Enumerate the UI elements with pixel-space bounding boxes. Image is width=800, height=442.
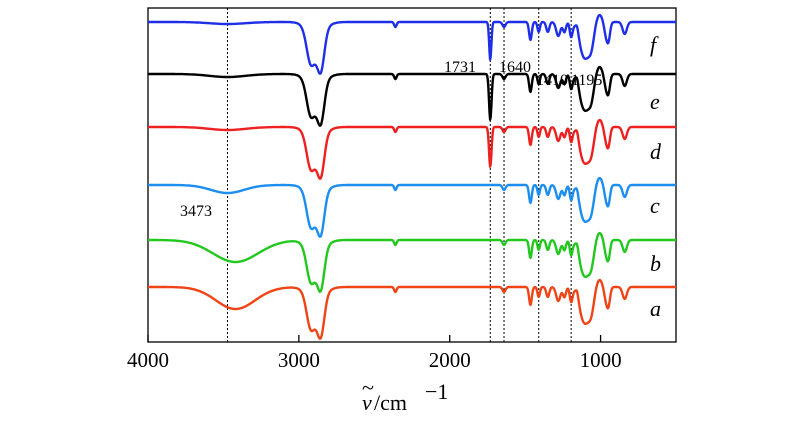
- series-f-line: [147, 13, 677, 75]
- x-axis-symbol: ν: [362, 390, 372, 415]
- plot-frame: [147, 7, 677, 343]
- x-axis-tilde: ~: [362, 375, 374, 400]
- curve-label-e: e: [650, 89, 660, 114]
- x-tick-label-2000: 2000: [429, 348, 471, 372]
- x-tick-label-4000: 4000: [127, 348, 169, 372]
- annotation-1410: 1410: [536, 72, 568, 89]
- curve-label-d: d: [650, 139, 662, 164]
- curve-label-c: c: [650, 193, 660, 218]
- x-axis-label: ν ~ /cm −1: [362, 375, 448, 415]
- x-tick-label-1000: 1000: [580, 348, 622, 372]
- annotation-1640: 1640: [499, 59, 531, 76]
- curve-label-b: b: [650, 251, 661, 276]
- curve-label-a: a: [650, 296, 661, 321]
- x-axis-unit-exponent: −1: [425, 379, 448, 404]
- series-d-line: [147, 118, 677, 180]
- series-c-line: [147, 176, 677, 238]
- x-axis-ticks: 4000 3000 2000 1000: [127, 335, 622, 372]
- series-e-line: [147, 65, 677, 127]
- curve-label-f: f: [650, 32, 659, 57]
- x-axis-unit: /cm: [374, 390, 407, 415]
- series-a-line: [147, 278, 677, 340]
- x-tick-label-3000: 3000: [278, 348, 320, 372]
- annotation-3473: 3473: [180, 203, 212, 220]
- annotation-1731: 1731: [444, 59, 476, 76]
- annotation-1195: 1195: [571, 72, 602, 89]
- spectra-curves: [147, 13, 677, 340]
- series-b-line: [147, 231, 677, 293]
